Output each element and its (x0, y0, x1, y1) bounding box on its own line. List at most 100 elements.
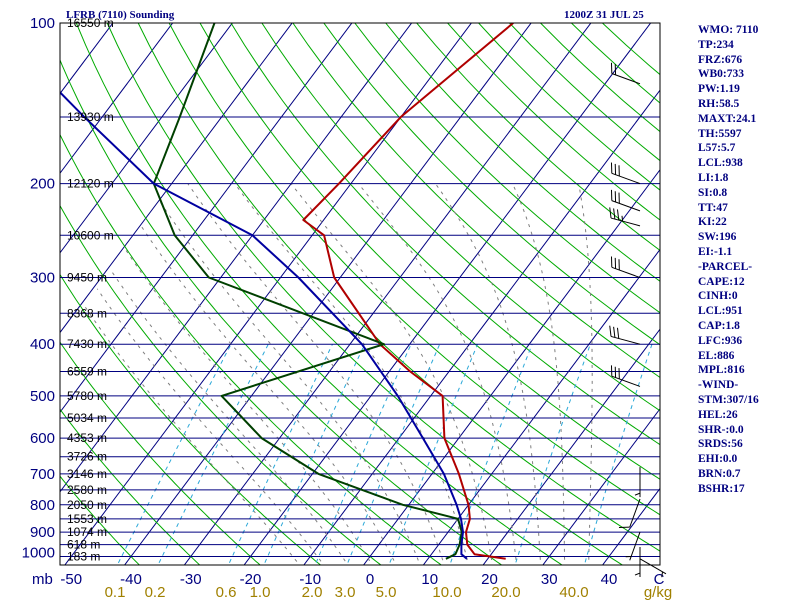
barb-flag-full (616, 327, 620, 339)
barb-flag-full (613, 208, 616, 220)
index-row: L57:5.7 (698, 142, 736, 155)
height-label: 3726 m (67, 450, 107, 464)
index-row: MAXT:24.1 (698, 112, 757, 125)
index-row: LCL:938 (698, 157, 743, 170)
height-label: 2580 m (67, 483, 107, 497)
mixing-ratio-label: 2.0 (302, 584, 323, 600)
wind-barb (609, 207, 641, 227)
temperature-unit-label: C (654, 571, 665, 588)
dry-adiabat (168, 23, 660, 516)
index-row: HEL:26 (698, 408, 738, 421)
barb-staff (629, 498, 641, 528)
wetbulb-line (60, 90, 468, 560)
index-row: LCL:951 (698, 305, 743, 318)
wind-barb (634, 467, 641, 498)
dry-adiabat (199, 23, 660, 480)
valid-time: 1200Z 31 JUL 25 (564, 9, 644, 21)
dry-adiabat (416, 23, 660, 252)
index-row: BRN:0.7 (698, 467, 741, 480)
index-row: LFC:936 (698, 334, 743, 347)
wind-barb (634, 547, 641, 578)
index-row: MPL:816 (698, 364, 745, 377)
temperature-tick-label: 20 (481, 571, 498, 588)
height-label: 618 m (67, 538, 100, 552)
pressure-tick-label: 400 (30, 336, 55, 353)
height-label: 8368 m (67, 306, 107, 320)
mixing-ratio-label: 0.2 (145, 584, 166, 600)
height-label: 2050 m (67, 498, 107, 512)
barb-flag-full (609, 325, 612, 337)
wind-barb (625, 531, 641, 561)
indices-panel: WMO: 7110 TP:234 FRZ:676 WB0:733 PW:1.19 RH:5… (698, 23, 798, 497)
pressure-tick-label: 1000 (22, 545, 55, 562)
barb-staff (611, 172, 641, 185)
height-label: 13930 m (67, 110, 114, 124)
barb-flag-half (661, 571, 664, 578)
barb-staff (611, 266, 641, 279)
index-row: CINH:0 (698, 290, 738, 303)
isotherm-line (0, 0, 12, 570)
mixing-ratio-label: 20.0 (491, 584, 520, 600)
index-row: EI:-1.1 (698, 245, 733, 258)
moist-adiabat (124, 248, 373, 565)
index-row: EL:886 (698, 349, 735, 362)
isotherm-line (60, 23, 293, 334)
wind-barb (610, 62, 641, 85)
barb-staff (639, 558, 667, 575)
mixing-ratio-label: 10.0 (432, 584, 461, 600)
barb-flag-full (613, 326, 616, 338)
mixing-ratio-line (157, 343, 269, 565)
moist-adiabat (158, 200, 421, 565)
barb-staff (611, 73, 641, 85)
dry-adiabat (261, 23, 660, 412)
pressure-tick-label: 500 (30, 388, 55, 405)
isotherm-line (60, 23, 353, 413)
dry-adiabat (106, 23, 624, 565)
index-row: PW:1.19 (698, 83, 740, 96)
moist-adiabat (358, 183, 518, 565)
index-row: TT:47 (698, 201, 728, 214)
height-label: 4353 m (67, 431, 107, 445)
dewpoint-line (152, 23, 463, 560)
dry-adiabat (60, 204, 382, 565)
pressure-tick-label: 200 (30, 176, 55, 193)
dry-adiabat (230, 23, 660, 446)
barb-flag-full (616, 209, 620, 221)
pressure-tick-label: 100 (30, 15, 55, 32)
moist-adiabat (512, 183, 566, 565)
index-row: SI:0.8 (698, 186, 728, 199)
mixing-ratio-line (116, 343, 232, 565)
isotherm-line (183, 23, 592, 565)
temperature-tick-label: 0 (366, 571, 374, 588)
wind-barbs (609, 62, 667, 578)
mixing-ratio-label: 0.1 (105, 584, 126, 600)
isotherm-line (64, 23, 472, 565)
index-row: EHI:0.0 (698, 453, 738, 466)
mixing-ratio-label: 40.0 (559, 584, 588, 600)
moist-adiabat (434, 183, 542, 565)
wind-barb (610, 365, 641, 387)
isotherm-line (60, 23, 233, 254)
dry-adiabat (354, 23, 660, 314)
wind-barb (610, 189, 641, 212)
height-label: 5034 m (67, 411, 107, 425)
height-label: 1553 m (67, 512, 107, 526)
dry-adiabat (323, 23, 660, 346)
pressure-unit-label: mb (32, 571, 53, 588)
height-label: 5780 m (67, 389, 107, 403)
barb-flag-half (621, 215, 624, 222)
temperature-tick-label: -30 (180, 571, 202, 588)
moist-adiabat (290, 183, 493, 565)
mixing-ratio-label: 0.6 (216, 584, 237, 600)
wind-barb (610, 162, 641, 185)
isotherm-line (243, 23, 652, 565)
temperature-labels: -50 -40 -30 -20 -10 0 10 20 30 40 C (60, 571, 664, 588)
moist-adiabat (96, 288, 325, 565)
height-labels: 16550 m 13930 m 12120 m 10600 m 9450 m 8368 m… (67, 16, 114, 564)
barb-flag-half (634, 572, 641, 576)
isotherm-line (123, 23, 532, 565)
isotherm-line (482, 328, 660, 565)
pressure-tick-label: 800 (30, 497, 55, 514)
wind-barb (618, 498, 641, 528)
moist-adiabat (578, 183, 593, 565)
